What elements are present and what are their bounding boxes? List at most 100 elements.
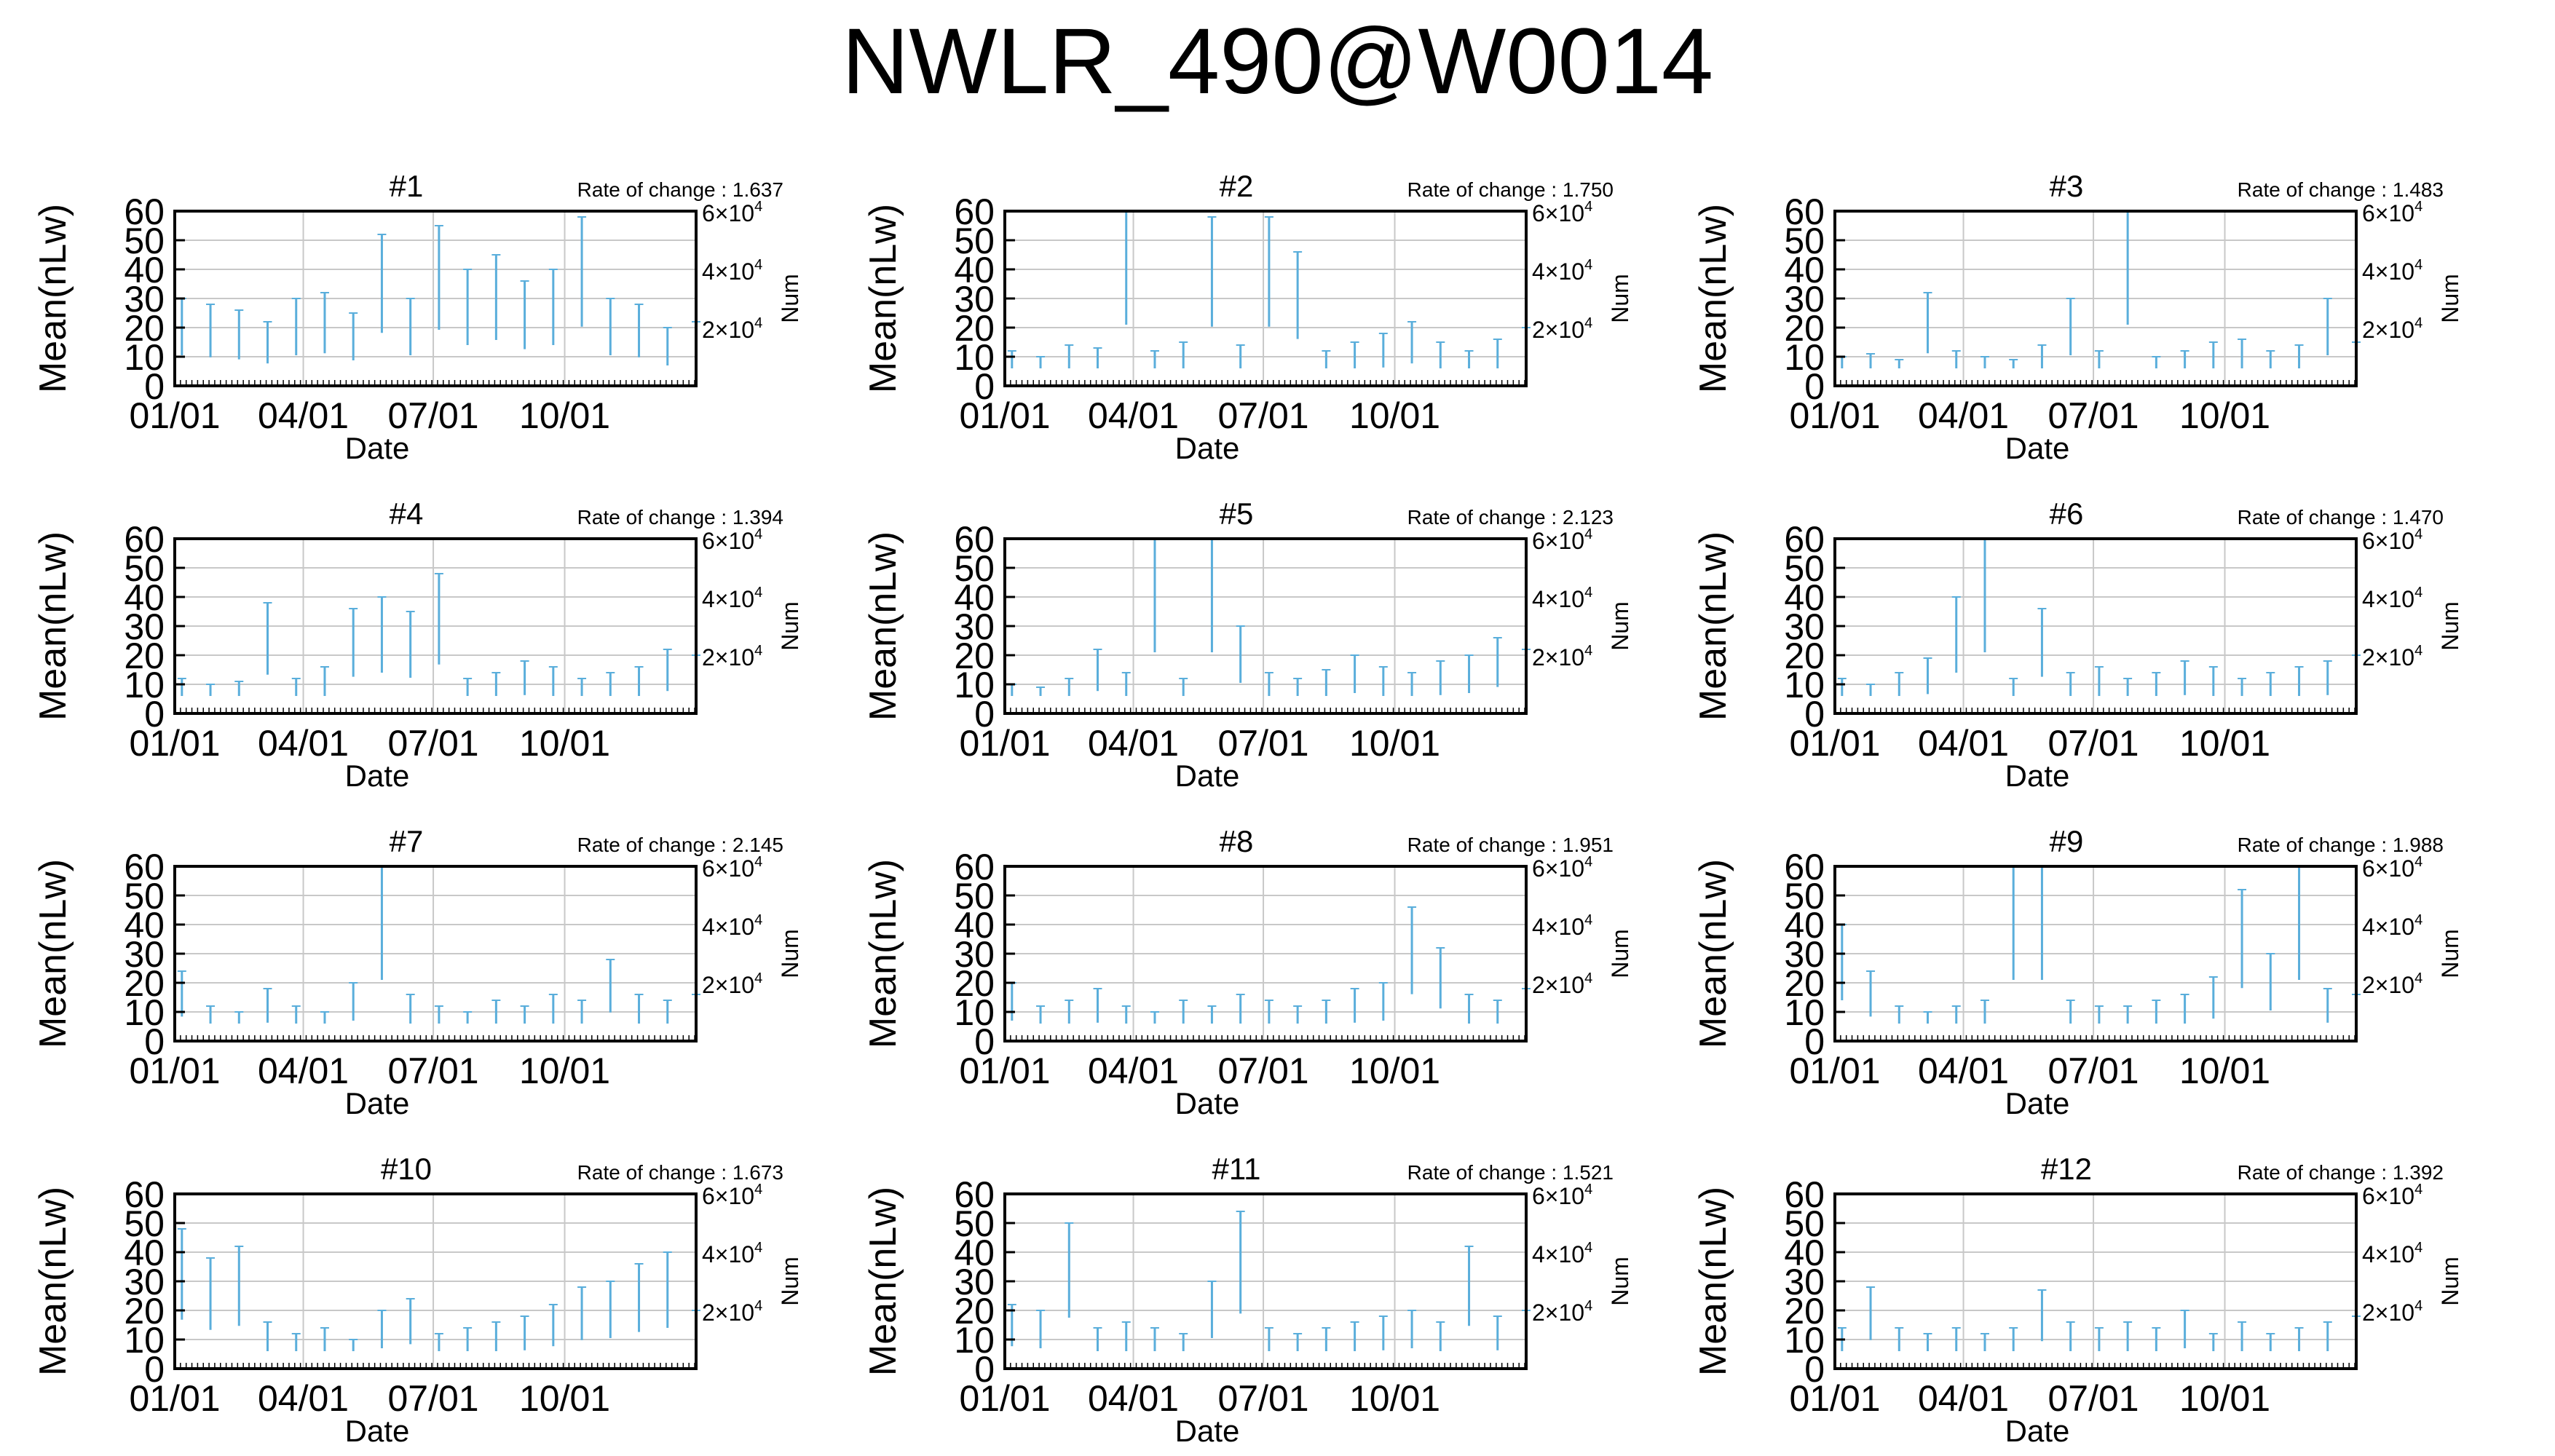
x-tick-label: 04/01 bbox=[1088, 1051, 1179, 1091]
x-tick-label: 01/01 bbox=[959, 723, 1050, 764]
x-axis-label: Date bbox=[1175, 1414, 1240, 1448]
rate-of-change-label: Rate of change : 1.483 bbox=[2238, 178, 2444, 201]
x-axis-label: Date bbox=[345, 431, 410, 465]
y2-tick-label: 4×104 bbox=[702, 257, 762, 285]
y-tick-label: 20 bbox=[124, 963, 165, 1004]
y2-tick-label: 2×104 bbox=[702, 643, 762, 670]
x-tick-label: 10/01 bbox=[1349, 395, 1440, 436]
y-tick-label: 20 bbox=[954, 308, 995, 349]
x-tick-label: 07/01 bbox=[1217, 395, 1308, 436]
y-tick-label: 50 bbox=[954, 876, 995, 917]
panel-title: #10 bbox=[381, 1152, 432, 1186]
x-tick-label: 04/01 bbox=[1918, 1378, 2009, 1419]
y-tick-label: 10 bbox=[1784, 337, 1825, 378]
y2-tick-label: 6×104 bbox=[702, 199, 762, 226]
y-tick-label: 50 bbox=[954, 221, 995, 261]
x-tick-label: 07/01 bbox=[1217, 723, 1308, 764]
y2-tick-label: 6×104 bbox=[2362, 526, 2422, 554]
y-tick-label: 50 bbox=[124, 221, 165, 261]
y-tick-label: 0 bbox=[974, 1349, 995, 1390]
x-axis-label: Date bbox=[345, 1086, 410, 1120]
y-axis-label: Mean(nLw) bbox=[862, 1187, 904, 1376]
y-tick-label: 50 bbox=[954, 548, 995, 589]
x-axis-label: Date bbox=[2005, 431, 2070, 465]
y-tick-label: 40 bbox=[124, 1233, 165, 1273]
y-tick-label: 20 bbox=[1784, 1291, 1825, 1332]
y-tick-label: 10 bbox=[124, 992, 165, 1033]
y2-tick-label: 4×104 bbox=[702, 585, 762, 612]
y2-axis-label: Num bbox=[777, 601, 803, 651]
y-tick-label: 60 bbox=[1784, 847, 1825, 887]
y-axis-label: Mean(nLw) bbox=[32, 204, 74, 393]
x-tick-label: 01/01 bbox=[959, 1051, 1050, 1091]
y2-axis-label: Num bbox=[1607, 1257, 1633, 1306]
x-tick-label: 04/01 bbox=[1088, 723, 1179, 764]
y2-tick-label: 6×104 bbox=[2362, 1182, 2422, 1209]
y-tick-label: 0 bbox=[144, 694, 165, 735]
panel-title: #6 bbox=[2050, 496, 2084, 531]
x-tick-label: 01/01 bbox=[959, 1378, 1050, 1419]
y-tick-label: 10 bbox=[954, 992, 995, 1033]
y2-tick-label: 2×104 bbox=[1532, 643, 1592, 670]
y-tick-label: 30 bbox=[1784, 279, 1825, 320]
y-tick-label: 10 bbox=[1784, 992, 1825, 1033]
panel-title: #3 bbox=[2050, 169, 2084, 203]
x-tick-label: 04/01 bbox=[258, 395, 349, 436]
panel-title: #7 bbox=[390, 824, 424, 858]
y2-tick-label: 6×104 bbox=[2362, 854, 2422, 882]
y-tick-label: 10 bbox=[124, 1320, 165, 1361]
x-tick-label: 10/01 bbox=[519, 1051, 610, 1091]
y-tick-label: 40 bbox=[1784, 1233, 1825, 1273]
x-tick-label: 10/01 bbox=[1349, 723, 1440, 764]
x-tick-label: 07/01 bbox=[2047, 1051, 2139, 1091]
x-tick-label: 01/01 bbox=[1789, 1378, 1880, 1419]
x-tick-label: 04/01 bbox=[258, 1378, 349, 1419]
x-tick-label: 04/01 bbox=[258, 1051, 349, 1091]
y-tick-label: 0 bbox=[144, 366, 165, 407]
y-tick-label: 0 bbox=[974, 694, 995, 735]
y-tick-label: 0 bbox=[144, 1021, 165, 1062]
y2-tick-label: 4×104 bbox=[2362, 257, 2422, 285]
y2-tick-label: 2×104 bbox=[2362, 643, 2422, 670]
y2-tick-label: 2×104 bbox=[2362, 1298, 2422, 1326]
y-tick-label: 30 bbox=[954, 1262, 995, 1302]
x-tick-label: 04/01 bbox=[1918, 395, 2009, 436]
y-tick-label: 40 bbox=[954, 1233, 995, 1273]
y2-tick-label: 2×104 bbox=[702, 1298, 762, 1326]
y2-tick-label: 6×104 bbox=[702, 1182, 762, 1209]
y-axis-label: Mean(nLw) bbox=[862, 531, 904, 721]
x-tick-label: 10/01 bbox=[2179, 395, 2270, 436]
y2-axis-label: Num bbox=[1607, 929, 1633, 978]
y2-tick-label: 4×104 bbox=[2362, 912, 2422, 940]
rate-of-change-label: Rate of change : 2.123 bbox=[1407, 506, 1614, 529]
y-tick-label: 40 bbox=[1784, 577, 1825, 618]
y2-tick-label: 4×104 bbox=[702, 1240, 762, 1267]
x-tick-label: 10/01 bbox=[519, 395, 610, 436]
y2-axis-label: Num bbox=[2437, 1257, 2463, 1306]
y-tick-label: 0 bbox=[974, 1021, 995, 1062]
x-tick-label: 04/01 bbox=[1918, 723, 2009, 764]
y2-tick-label: 2×104 bbox=[702, 315, 762, 343]
y-tick-label: 20 bbox=[1784, 963, 1825, 1004]
x-tick-label: 07/01 bbox=[2047, 395, 2139, 436]
y-tick-label: 40 bbox=[954, 905, 995, 946]
rate-of-change-label: Rate of change : 1.750 bbox=[1407, 178, 1614, 201]
x-tick-label: 01/01 bbox=[959, 395, 1050, 436]
x-tick-label: 01/01 bbox=[1789, 723, 1880, 764]
x-tick-label: 07/01 bbox=[2047, 1378, 2139, 1419]
panel-title: #11 bbox=[1212, 1152, 1261, 1186]
rate-of-change-label: Rate of change : 1.394 bbox=[577, 506, 783, 529]
y2-tick-label: 4×104 bbox=[1532, 257, 1592, 285]
y-tick-label: 20 bbox=[1784, 308, 1825, 349]
y-tick-label: 10 bbox=[124, 665, 165, 705]
y-tick-label: 30 bbox=[124, 279, 165, 320]
y-tick-label: 30 bbox=[1784, 1262, 1825, 1302]
y-tick-label: 20 bbox=[1784, 636, 1825, 676]
y-tick-label: 0 bbox=[144, 1349, 165, 1390]
